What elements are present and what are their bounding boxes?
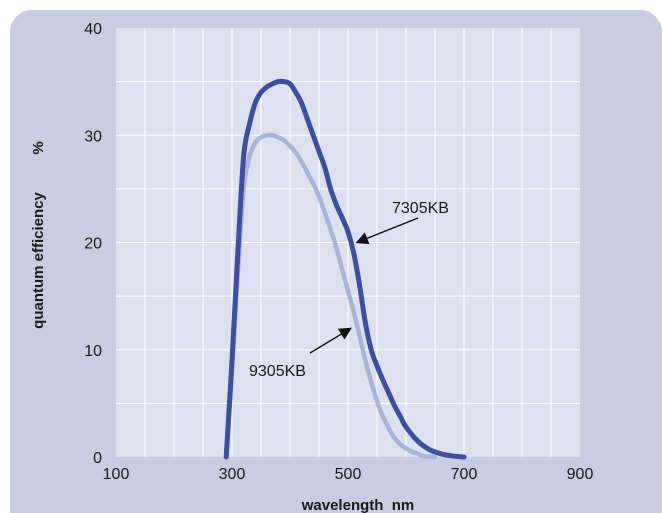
- y-axis-label: quantum efficiency: [30, 192, 47, 329]
- x-tick-label: 700: [451, 466, 478, 483]
- x-tick-label: 900: [567, 466, 594, 483]
- annotation-label-7305kb: 7305KB: [392, 200, 449, 217]
- y-tick-label: 10: [84, 343, 102, 360]
- y-tick-label: 30: [84, 128, 102, 145]
- annotation-arrow-7305kb: [355, 217, 419, 245]
- series-layer: [223, 78, 467, 460]
- x-tick-label: 100: [103, 466, 130, 483]
- grid-lines: [116, 28, 580, 457]
- annotations: 7305KB 9305KB: [249, 200, 449, 380]
- annotation-label-9305kb: 9305KB: [249, 363, 306, 380]
- y-tick-label: 0: [93, 450, 102, 467]
- y-tick-label: 40: [84, 21, 102, 38]
- x-axis-label: wavelength nm: [301, 497, 415, 513]
- series-line-9305kb: [223, 132, 438, 460]
- annotation-arrow-9305kb: [309, 327, 352, 354]
- y-tick-label: 20: [84, 236, 102, 253]
- series-line-7305kb: [223, 78, 467, 460]
- x-axis-ticks: 100 300 500 700 900: [103, 466, 594, 483]
- line-chart: 0 10 20 30 40 100 300 500 700 900 7305KB 9305KB q…: [10, 10, 662, 513]
- x-tick-label: 500: [335, 466, 362, 483]
- y-axis-unit: %: [30, 141, 47, 154]
- chart-panel: 0 10 20 30 40 100 300 500 700 900 7305KB 9305KB q…: [10, 10, 662, 513]
- x-tick-label: 300: [219, 466, 246, 483]
- y-axis-ticks: 0 10 20 30 40: [84, 21, 102, 467]
